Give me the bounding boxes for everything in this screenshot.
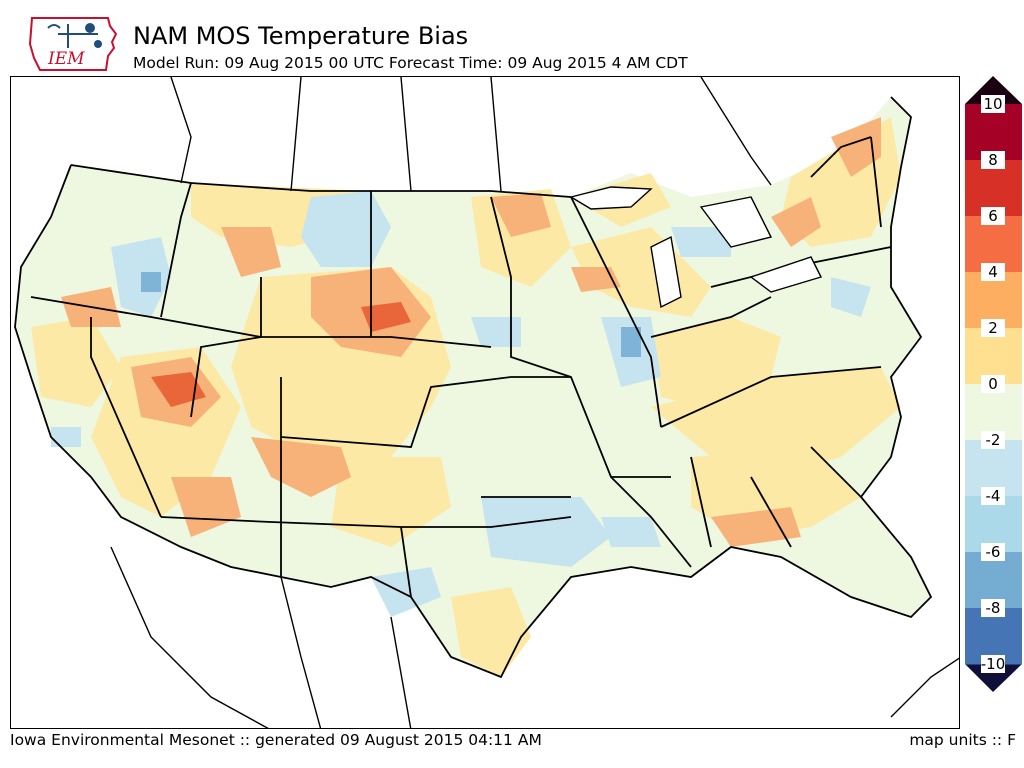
colorbar-tick-bg xyxy=(981,95,1005,113)
colorbar-tick-label: 10 xyxy=(983,95,1002,113)
bias-map xyxy=(14,77,959,728)
colorbar-tick-label: 4 xyxy=(988,263,998,281)
cool-areas xyxy=(141,272,641,357)
colorbar-tick-bg xyxy=(981,599,1005,617)
colorbar-tick-bg xyxy=(981,487,1005,505)
colorbar-tick-bg xyxy=(981,655,1005,673)
map-units-label: map units :: F xyxy=(909,731,1016,749)
colorbar-tick-label: -6 xyxy=(986,543,1001,561)
colorbar-tick-label: 8 xyxy=(988,151,998,169)
colorbar-tick-label: 6 xyxy=(988,207,998,225)
model-run-subtitle: Model Run: 09 Aug 2015 00 UTC Forecast T… xyxy=(133,54,688,72)
neighbor-borders xyxy=(110,77,959,728)
colorbar-bottom-arrow xyxy=(965,664,1022,692)
page-title: NAM MOS Temperature Bias xyxy=(133,22,469,50)
colorbar-tick-bg xyxy=(981,151,1005,169)
colorbar-top-arrow xyxy=(965,76,1022,104)
colorbar-tick-label: -4 xyxy=(986,487,1001,505)
slight-cool-areas xyxy=(51,191,871,617)
svg-text:IEM: IEM xyxy=(47,49,85,69)
colorbar-tick-label: 0 xyxy=(988,375,998,393)
map-panel xyxy=(10,76,960,729)
colorbar-tick-bg xyxy=(981,319,1005,337)
colorbar-tick-label: 2 xyxy=(988,319,998,337)
strong-warm-areas xyxy=(151,302,411,407)
footer-credit: Iowa Environmental Mesonet :: generated … xyxy=(10,731,542,749)
coastline xyxy=(14,96,933,679)
colorbar-tick-bg xyxy=(981,543,1005,561)
colorbar-tick-label: -2 xyxy=(986,431,1001,449)
iem-logo: IEM xyxy=(28,14,120,74)
great-lakes xyxy=(569,186,822,309)
colorbar-tick-bg xyxy=(981,263,1005,281)
colorbar: 10 8 6 4 2 0 -2 -4 -6 -8 -10 xyxy=(963,76,1024,692)
colorbar-tick-label: -8 xyxy=(986,599,1001,617)
colorbar-tick-bg xyxy=(981,431,1005,449)
colorbar-tick-label: -10 xyxy=(981,655,1006,673)
colorbar-tick-bg xyxy=(981,207,1005,225)
colorbar-tick-bg xyxy=(981,375,1005,393)
